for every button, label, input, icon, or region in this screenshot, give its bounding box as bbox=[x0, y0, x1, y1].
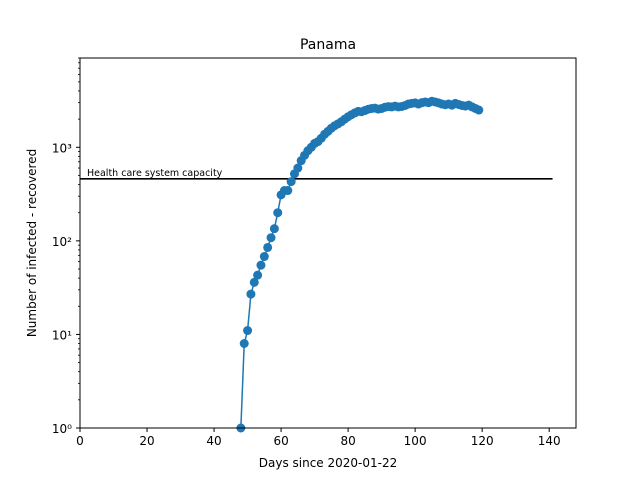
data-point bbox=[286, 177, 296, 187]
series-group bbox=[236, 96, 484, 433]
x-tick-label: 20 bbox=[139, 434, 154, 448]
data-point bbox=[246, 289, 256, 299]
data-point bbox=[266, 233, 276, 243]
y-axis: 10⁰ 10¹ 10² 10³ bbox=[52, 57, 80, 436]
x-tick-label: 120 bbox=[471, 434, 494, 448]
y-tick-label: 10⁰ bbox=[52, 422, 72, 436]
y-tick-label: 10² bbox=[52, 235, 72, 249]
data-point bbox=[253, 270, 263, 280]
data-point bbox=[243, 326, 253, 336]
x-tick-label: 40 bbox=[206, 434, 221, 448]
x-axis-title: Days since 2020-01-22 bbox=[259, 456, 398, 470]
capacity-line-group: Health care system capacity bbox=[80, 168, 553, 180]
data-point bbox=[259, 252, 269, 262]
data-point bbox=[269, 224, 279, 234]
plot-frame bbox=[79, 57, 577, 429]
data-point bbox=[293, 163, 303, 173]
data-point bbox=[474, 105, 484, 115]
x-tick-label: 0 bbox=[76, 434, 84, 448]
data-point bbox=[256, 260, 266, 270]
chart-title: Panama bbox=[300, 37, 356, 53]
x-tick-label: 80 bbox=[340, 434, 355, 448]
x-tick-label: 60 bbox=[273, 434, 288, 448]
y-tick-label: 10¹ bbox=[52, 328, 72, 342]
y-axis-title: Number of infected - recovered bbox=[25, 149, 39, 337]
x-axis: 0 20 40 60 80 100 120 140 bbox=[76, 428, 561, 448]
x-tick-label: 100 bbox=[404, 434, 427, 448]
data-point bbox=[273, 208, 283, 218]
capacity-annotation: Health care system capacity bbox=[87, 168, 223, 179]
plot-background bbox=[80, 58, 576, 428]
data-point bbox=[249, 277, 259, 287]
data-point bbox=[283, 186, 293, 196]
data-point bbox=[263, 242, 273, 252]
data-point bbox=[239, 339, 249, 348]
y-tick-label: 10³ bbox=[52, 141, 72, 155]
x-tick-label: 140 bbox=[538, 434, 561, 448]
